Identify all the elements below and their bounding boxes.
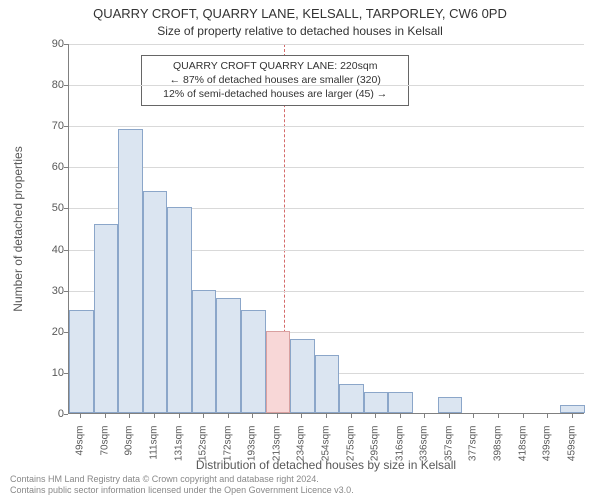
x-tick-mark (252, 414, 253, 418)
x-tick-label: 357sqm (443, 426, 454, 466)
x-tick-mark (203, 414, 204, 418)
x-tick-label: 295sqm (370, 426, 381, 466)
histogram-bar (241, 310, 266, 413)
gridline (69, 85, 584, 86)
x-tick-mark (473, 414, 474, 418)
y-tick-mark (64, 208, 68, 209)
y-axis-label: Number of detached properties (11, 146, 25, 311)
histogram-bar (388, 392, 413, 413)
gridline (69, 167, 584, 168)
x-tick-label: 316sqm (394, 426, 405, 466)
x-tick-mark (375, 414, 376, 418)
x-tick-mark (129, 414, 130, 418)
x-tick-mark (80, 414, 81, 418)
x-tick-label: 459sqm (566, 426, 577, 466)
footer-attribution: Contains HM Land Registry data © Crown c… (10, 474, 354, 496)
gridline (69, 126, 584, 127)
x-tick-label: 275sqm (345, 426, 356, 466)
histogram-bar (339, 384, 364, 413)
x-tick-label: 49sqm (75, 426, 86, 466)
y-tick-mark (64, 44, 68, 45)
histogram-bar (143, 191, 168, 413)
y-tick-mark (64, 85, 68, 86)
x-tick-label: 254sqm (321, 426, 332, 466)
x-tick-label: 213sqm (271, 426, 282, 466)
annotation-line1: QUARRY CROFT QUARRY LANE: 220sqm (148, 59, 402, 73)
histogram-bar (438, 397, 463, 413)
x-tick-mark (449, 414, 450, 418)
x-tick-mark (572, 414, 573, 418)
y-tick-mark (64, 250, 68, 251)
histogram-bar (364, 392, 389, 413)
x-tick-label: 377sqm (468, 426, 479, 466)
histogram-bar (94, 224, 119, 413)
histogram-bar (560, 405, 585, 413)
x-tick-label: 172sqm (222, 426, 233, 466)
x-tick-mark (179, 414, 180, 418)
histogram-bar (167, 207, 192, 413)
x-tick-label: 90sqm (124, 426, 135, 466)
y-tick-label: 0 (34, 408, 64, 420)
x-tick-mark (523, 414, 524, 418)
x-tick-label: 131sqm (173, 426, 184, 466)
x-tick-label: 398sqm (493, 426, 504, 466)
histogram-bar (290, 339, 315, 413)
y-tick-label: 10 (34, 367, 64, 379)
x-tick-label: 70sqm (99, 426, 110, 466)
x-tick-mark (277, 414, 278, 418)
x-tick-mark (498, 414, 499, 418)
x-tick-label: 418sqm (517, 426, 528, 466)
x-tick-mark (424, 414, 425, 418)
histogram-bar (192, 290, 217, 413)
y-tick-mark (64, 167, 68, 168)
x-tick-mark (301, 414, 302, 418)
footer-line2: Contains public sector information licen… (10, 485, 354, 496)
y-tick-mark (64, 332, 68, 333)
x-tick-mark (154, 414, 155, 418)
y-tick-label: 40 (34, 244, 64, 256)
y-tick-mark (64, 291, 68, 292)
x-tick-mark (228, 414, 229, 418)
histogram-bar (315, 355, 340, 413)
y-tick-mark (64, 414, 68, 415)
x-tick-mark (547, 414, 548, 418)
x-tick-label: 336sqm (419, 426, 430, 466)
plot-area: QUARRY CROFT QUARRY LANE: 220sqm ← 87% o… (68, 44, 584, 414)
gridline (69, 44, 584, 45)
x-tick-mark (400, 414, 401, 418)
x-tick-label: 111sqm (149, 426, 160, 466)
histogram-bar (216, 298, 241, 413)
x-tick-mark (351, 414, 352, 418)
y-tick-label: 20 (34, 326, 64, 338)
x-tick-label: 439sqm (542, 426, 553, 466)
y-tick-mark (64, 126, 68, 127)
histogram-bar (69, 310, 94, 413)
chart-subtitle: Size of property relative to detached ho… (0, 24, 600, 38)
histogram-bar (118, 129, 143, 413)
x-tick-mark (326, 414, 327, 418)
x-tick-label: 152sqm (198, 426, 209, 466)
y-tick-label: 90 (34, 38, 64, 50)
x-tick-label: 234sqm (296, 426, 307, 466)
annotation-line3: 12% of semi-detached houses are larger (… (148, 87, 402, 101)
y-tick-label: 70 (34, 120, 64, 132)
y-tick-mark (64, 373, 68, 374)
y-tick-label: 80 (34, 79, 64, 91)
x-tick-label: 193sqm (247, 426, 258, 466)
y-tick-label: 50 (34, 202, 64, 214)
chart-title: QUARRY CROFT, QUARRY LANE, KELSALL, TARP… (0, 6, 600, 21)
footer-line1: Contains HM Land Registry data © Crown c… (10, 474, 354, 485)
y-tick-label: 30 (34, 285, 64, 297)
annotation-box: QUARRY CROFT QUARRY LANE: 220sqm ← 87% o… (141, 55, 409, 106)
y-tick-label: 60 (34, 161, 64, 173)
x-tick-mark (105, 414, 106, 418)
histogram-bar (266, 331, 291, 413)
